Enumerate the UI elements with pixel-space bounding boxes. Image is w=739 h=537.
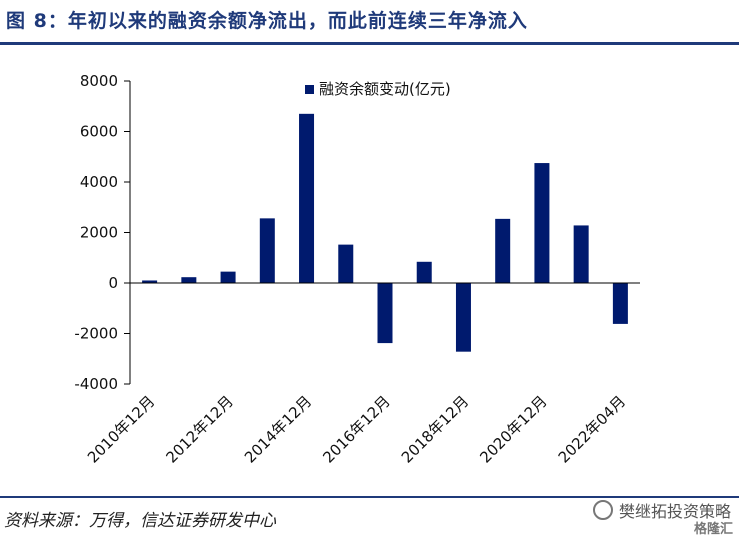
top-rule [0,42,739,45]
x-tick-label: 2010年12月 [84,392,158,466]
bar-2021年12月 [573,225,589,283]
bars [142,113,628,352]
y-tick-label: 4000 [80,173,118,191]
y-tick-label: -4000 [74,375,118,393]
x-tick-label: 2018年12月 [398,392,472,466]
logo-text: 格隆汇 [693,522,733,537]
bar-2018年12月 [455,283,471,352]
x-axis: 2010年12月 2012年12月 2014年12月 2016年12月 2018年12月… [84,282,640,467]
bar-2014年12月 [299,113,315,283]
bar-2019年12月 [495,218,511,283]
wechat-icon [592,500,613,520]
y-axis: 8000 6000 4000 2000 0 -2000 -4000 [74,72,131,393]
title-bar: 图 8：年初以来的融资余额净流出，而此前连续三年净流入 [0,0,739,42]
y-tick-label: 0 [108,274,118,292]
y-tick-label: 8000 [80,72,118,90]
bar-2017年12月 [416,261,432,283]
figure-title: 图 8：年初以来的融资余额净流出，而此前连续三年净流入 [6,10,528,32]
source-note: 资料来源：万得，信达证券研发中心 [4,511,276,531]
bar-2020年12月 [534,163,550,283]
bar-2012年12月 [220,271,236,283]
x-tick-label: 2020年12月 [476,392,550,466]
bar-2016年12月 [377,283,393,344]
y-tick-label: 2000 [80,224,118,242]
bottom-rule [0,496,739,498]
bar-2011年12月 [181,277,197,283]
bar-2022年04月 [612,283,628,324]
y-tick-label: -2000 [74,325,118,343]
y-tick-label: 6000 [80,123,118,141]
x-tick-label: 2014年12月 [241,392,315,466]
legend-label: 融资余额变动(亿元) [319,80,451,98]
bar-2010年12月 [142,280,158,283]
x-tick-label: 2022年04月 [555,392,629,466]
x-tick-label: 2016年12月 [319,392,393,466]
legend-swatch [305,85,314,94]
bar-chart: 8000 6000 4000 2000 0 -2000 -4000 2010年12月 2012… [74,72,640,467]
watermark: 樊继拓投资策略 [592,498,731,522]
bar-2015年12月 [338,244,354,283]
watermark-text: 樊继拓投资策略 [618,502,731,521]
legend: 融资余额变动(亿元) [305,80,451,98]
x-tick-label: 2012年12月 [162,392,236,466]
bar-2013年12月 [259,218,275,283]
